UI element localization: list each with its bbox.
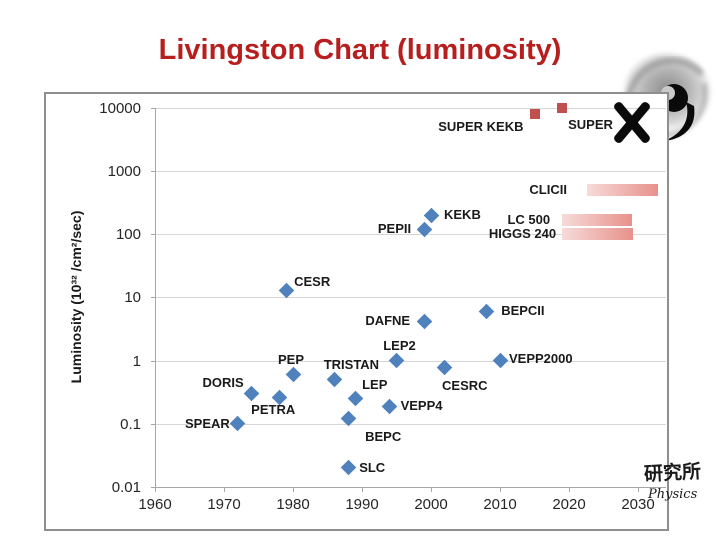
x-tick (431, 487, 432, 492)
data-point-label: SUPER (568, 116, 613, 132)
gridline-y (155, 361, 666, 362)
data-point-diamond (492, 352, 508, 369)
data-point-label: VEPP4 (400, 398, 443, 414)
x-tick (638, 487, 639, 492)
y-tick-label: 10000 (99, 100, 141, 117)
gridline-y (155, 424, 666, 425)
ihep-logo-chinese: 研究所 (643, 460, 702, 486)
data-point-label: BEPC (365, 428, 402, 444)
data-point-label: PEPII (377, 221, 412, 237)
data-point-diamond (381, 398, 398, 414)
y-tick (151, 487, 155, 488)
x-tick-label: 2030 (621, 496, 655, 513)
data-point-label: DORIS (202, 374, 244, 390)
gridline-y (155, 234, 666, 235)
gridline-y (155, 171, 666, 172)
data-point-diamond (285, 366, 301, 383)
data-point-label: CESRC (442, 377, 488, 393)
data-point-diamond (388, 352, 405, 369)
range-bar (562, 228, 634, 241)
data-point-square (529, 108, 540, 119)
x-tick (500, 487, 501, 492)
x-tick (224, 487, 225, 492)
range-bar (562, 213, 633, 226)
range-bar-label: HIGGS 240 (488, 226, 557, 242)
range-bar-label: LC 500 (507, 211, 551, 227)
chart-area (44, 92, 669, 531)
data-point-diamond (423, 207, 439, 223)
data-point-label: BEPCII (501, 303, 545, 319)
data-point-label: SLC (359, 459, 386, 475)
y-tick (151, 424, 155, 425)
y-tick (151, 108, 155, 109)
axis-x (155, 487, 666, 488)
data-point-diamond (326, 371, 343, 388)
x-tick (569, 487, 570, 492)
data-point-diamond (437, 359, 453, 376)
gridline-y (155, 297, 666, 298)
data-point-diamond (278, 282, 294, 298)
y-tick (151, 171, 155, 172)
data-point-diamond (478, 303, 494, 320)
x-tick-label: 1970 (207, 496, 241, 513)
y-tick-label: 100 (115, 226, 141, 243)
x-tick-label: 2010 (483, 496, 517, 513)
y-tick-label: 10 (124, 289, 141, 306)
x-tick-label: 2000 (414, 496, 448, 513)
y-tick-label: 0.1 (120, 416, 141, 433)
x-tick-label: 1980 (276, 496, 310, 513)
data-point-label: LEP (362, 376, 388, 392)
data-point-diamond (340, 460, 356, 476)
y-tick (151, 297, 155, 298)
range-bar (586, 184, 658, 197)
data-point-label: PEP (277, 351, 305, 367)
y-tick-label: 0.01 (111, 479, 141, 496)
data-point-label: KEKB (444, 207, 481, 223)
x-tick (155, 487, 156, 492)
y-tick-label: 1000 (107, 163, 141, 180)
range-bar-label: CLICII (529, 182, 567, 198)
data-point-label: LEP2 (383, 337, 416, 353)
gridline-y (155, 108, 666, 109)
ihep-logo-text: 研究所 Physics (643, 458, 702, 502)
axis-y (155, 108, 156, 487)
x-tick-label: 2020 (552, 496, 586, 513)
y-tick (151, 361, 155, 362)
y-tick (151, 234, 155, 235)
data-point-diamond (243, 385, 260, 402)
data-point-label: CESR (294, 274, 331, 290)
data-point-diamond (230, 416, 246, 432)
data-point-label: PETRA (251, 401, 296, 417)
data-point-diamond (347, 390, 363, 407)
data-point-label: SPEAR (185, 415, 230, 431)
x-tick (362, 487, 363, 492)
data-point-diamond (416, 313, 432, 329)
data-point-label: DAFNE (365, 313, 411, 329)
x-tick-label: 1960 (138, 496, 172, 513)
x-tick-label: 1990 (345, 496, 379, 513)
ihep-logo-english: Physics (648, 487, 698, 502)
data-point-label: TRISTAN (323, 356, 380, 372)
data-point-square (557, 102, 568, 113)
x-tick (293, 487, 294, 492)
slide-title: Livingston Chart (luminosity) (158, 34, 562, 66)
data-point-label: VEPP2000 (509, 350, 573, 366)
data-point-label: SUPER KEKB (438, 118, 524, 134)
y-tick-label: 1 (132, 353, 141, 370)
